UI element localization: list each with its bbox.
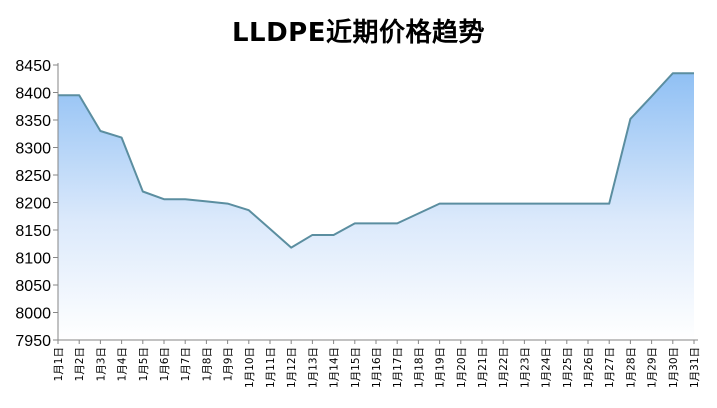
x-tick-label: 1月10日 bbox=[244, 347, 256, 388]
x-tick-label: 1月31日 bbox=[689, 347, 701, 388]
x-tick-label: 1月29日 bbox=[647, 347, 659, 388]
x-tick-label: 1月27日 bbox=[604, 347, 616, 388]
x-tick-label: 1月12日 bbox=[286, 347, 298, 388]
x-tick-label: 1月6日 bbox=[159, 347, 171, 381]
x-tick-label: 1月21日 bbox=[477, 347, 489, 388]
x-tick-label: 1月22日 bbox=[498, 347, 510, 388]
x-tick-label: 1月9日 bbox=[223, 347, 235, 381]
x-tick-label: 1月23日 bbox=[519, 347, 531, 388]
x-tick-label: 1月14日 bbox=[329, 347, 341, 388]
x-tick-label: 1月19日 bbox=[435, 347, 447, 388]
chart-title: LLDPE近期价格趋势 bbox=[231, 18, 486, 48]
y-tick-label: 8000 bbox=[15, 306, 51, 323]
x-tick-label: 1月4日 bbox=[117, 347, 129, 381]
series-line bbox=[58, 72, 694, 249]
x-tick-label: 1月16日 bbox=[371, 347, 383, 388]
y-tick-label: 8200 bbox=[15, 196, 51, 213]
x-tick-label: 1月8日 bbox=[201, 347, 213, 381]
x-tick-label: 1月2日 bbox=[74, 347, 86, 381]
x-tick-label: 1月15日 bbox=[350, 347, 362, 388]
y-tick-label: 8350 bbox=[15, 113, 51, 130]
x-tick-label: 1月28日 bbox=[625, 347, 637, 388]
x-tick-label: 1月13日 bbox=[307, 347, 319, 388]
area-fill bbox=[58, 73, 694, 340]
x-tick-label: 1月30日 bbox=[668, 347, 680, 388]
y-tick-label: 7950 bbox=[15, 333, 51, 350]
x-tick-label: 1月26日 bbox=[583, 347, 595, 388]
x-tick-label: 1月18日 bbox=[413, 347, 425, 388]
x-tick-label: 1月11日 bbox=[265, 347, 277, 388]
y-tick-label: 8300 bbox=[15, 141, 51, 158]
y-tick-label: 8400 bbox=[15, 86, 51, 103]
x-tick-label: 1月17日 bbox=[392, 347, 404, 388]
x-tick-label: 1月3日 bbox=[95, 347, 107, 381]
x-tick-label: 1月5日 bbox=[138, 347, 150, 381]
y-tick-label: 8100 bbox=[15, 251, 51, 268]
x-tick-label: 1月20日 bbox=[456, 347, 468, 388]
y-tick-label: 8050 bbox=[15, 278, 51, 295]
x-tick-label: 1月24日 bbox=[541, 347, 553, 388]
y-tick-label: 8250 bbox=[15, 168, 51, 185]
x-tick-label: 1月25日 bbox=[562, 347, 574, 388]
y-tick-label: 8150 bbox=[15, 223, 51, 240]
x-tick-label: 1月7日 bbox=[180, 347, 192, 381]
x-tick-label: 1月1日 bbox=[53, 347, 65, 381]
y-tick-label: 8450 bbox=[15, 58, 51, 75]
